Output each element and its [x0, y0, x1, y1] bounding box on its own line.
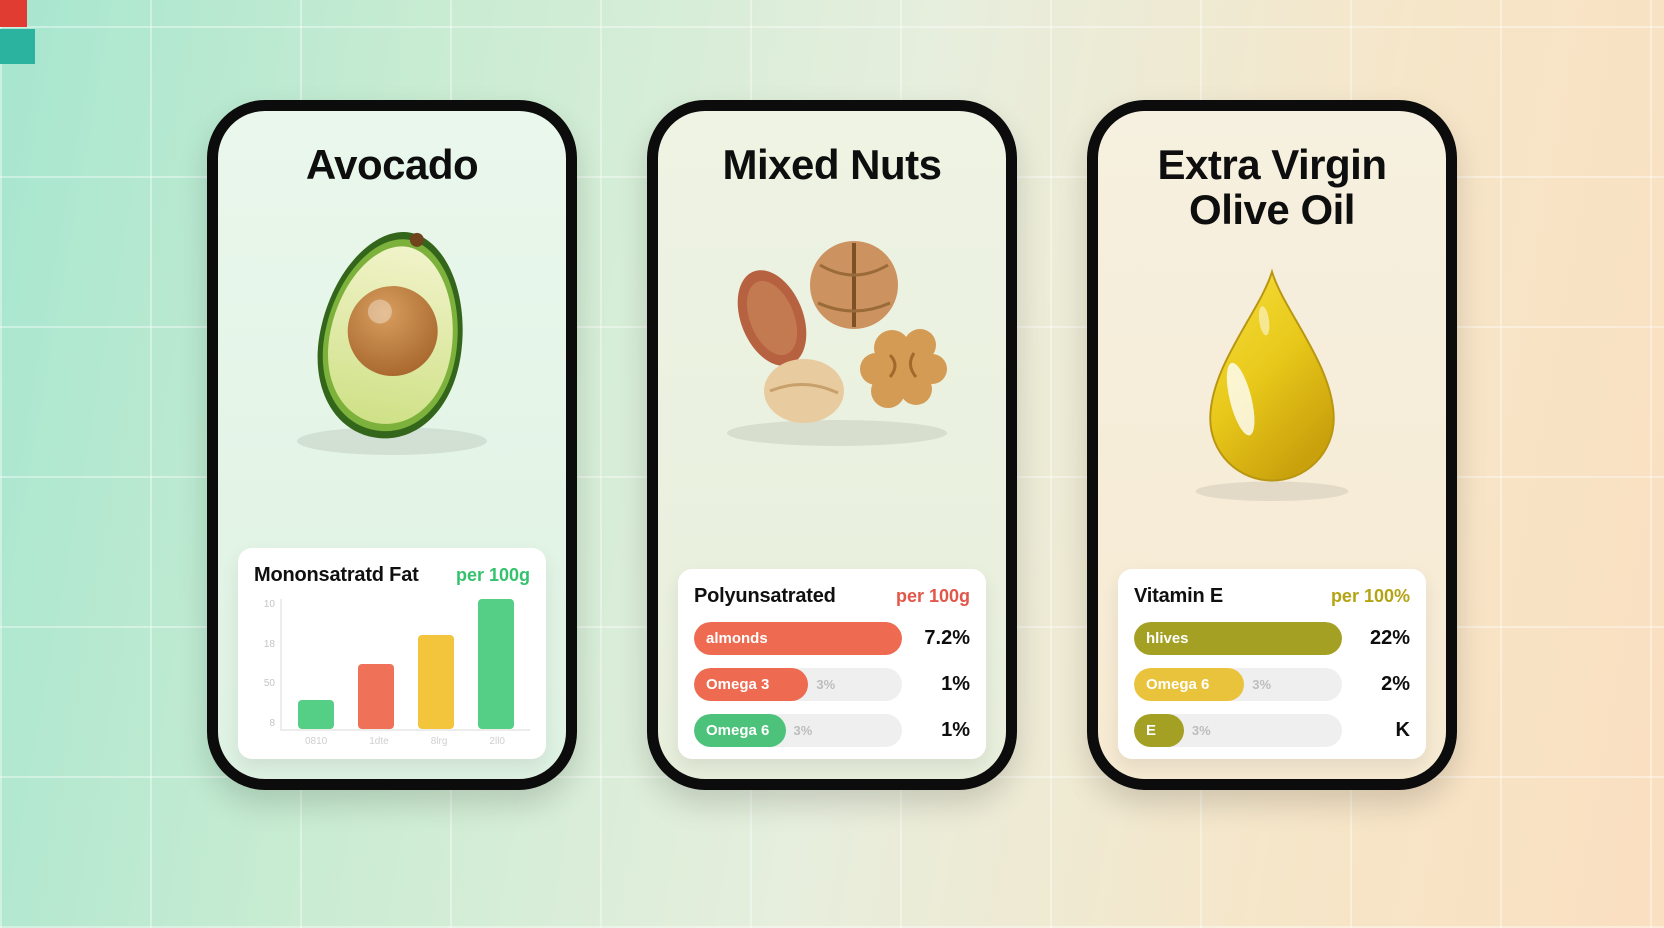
stat-row-olives: hlives 22%	[1134, 622, 1410, 655]
stat-track: Omega 6 3%	[1134, 668, 1342, 701]
avocado-image	[297, 231, 487, 455]
stat-track: hlives	[1134, 622, 1342, 655]
y-tick: 50	[263, 678, 275, 690]
chart-y-axis: 10 18 50 8	[254, 599, 280, 731]
stat-bar: Omega 6	[1134, 668, 1245, 701]
stat-value: K	[1395, 719, 1410, 741]
panel-label: Polyunsatrated	[694, 585, 836, 607]
decor-teal-square	[0, 29, 35, 64]
walnut-shell-shape	[810, 240, 898, 329]
x-tick: 8lrg	[430, 736, 448, 747]
almond-shape	[737, 269, 807, 366]
card-title-mixed-nuts: Mixed Nuts	[722, 141, 942, 188]
stat-track: Omega 3 3%	[694, 668, 902, 701]
stat-bar: Omega 6	[694, 714, 786, 747]
stat-bar-label: E	[1146, 722, 1157, 739]
stat-rows: almonds 7.2% Omega 3 3% 1%	[694, 622, 970, 747]
chart-bar	[478, 599, 514, 729]
cards-row: Avocado	[0, 100, 1664, 790]
bar-slot	[416, 599, 456, 729]
chart-x-axis: 0810 1dte 8lrg 2ll0	[280, 731, 530, 747]
chart-bar	[298, 700, 334, 729]
track-percent: 3%	[793, 723, 813, 738]
x-tick: 2ll0	[489, 736, 505, 747]
bar-slot	[356, 599, 396, 729]
chart-bar	[358, 664, 394, 729]
avocado-stats-panel: Mononsatratd Fat per 100g 10 18 50 8	[238, 548, 546, 759]
card-title-olive-oil: Extra Virgin Olive Oil	[1157, 141, 1387, 233]
stat-bar-label: Omega 6	[1146, 676, 1210, 693]
y-tick: 10	[263, 599, 275, 610]
stat-track: Omega 6 3%	[694, 714, 902, 747]
oil-drop-illustration	[1098, 232, 1446, 532]
stat-bar-label: Omega 6	[706, 722, 770, 739]
avocado-illustration	[218, 188, 566, 488]
bar-slot	[476, 599, 516, 729]
nuts-illustration	[658, 188, 1006, 488]
stat-value: 1%	[941, 719, 970, 741]
avocado-bar-chart: 10 18 50 8	[254, 599, 530, 731]
x-tick: 0810	[305, 736, 328, 747]
y-tick: 8	[269, 717, 275, 729]
stat-row-omega6: Omega 6 3% 2%	[1134, 668, 1410, 701]
panel-per-label: per 100%	[1330, 586, 1410, 606]
stat-value: 1%	[941, 673, 970, 695]
track-percent: 3%	[1252, 677, 1272, 692]
decor-red-square	[0, 0, 27, 27]
stat-bar-label: Omega 3	[706, 676, 770, 693]
stat-rows: hlives 22% Omega 6 3% 2%	[1134, 622, 1410, 747]
track-percent: 3%	[816, 677, 836, 692]
walnut-kernel-shape	[860, 328, 947, 408]
track-percent: 3%	[1191, 723, 1211, 738]
stat-bar-label: hlives	[1146, 630, 1189, 647]
card-avocado: Avocado	[207, 100, 577, 790]
panel-header: Polyunsatrated per 100g	[694, 585, 970, 608]
panel-per-label: per 100g	[455, 565, 530, 585]
stat-row-omega6: Omega 6 3% 1%	[694, 714, 970, 747]
panel-header: Vitamin E per 100%	[1134, 585, 1410, 608]
card-olive-oil: Extra Virgin Olive Oil Vitamin E	[1087, 100, 1457, 790]
card-title-avocado: Avocado	[305, 141, 479, 188]
panel-per-label: per 100g	[895, 586, 970, 606]
x-tick: 1dte	[369, 736, 389, 747]
stat-row-almonds: almonds 7.2%	[694, 622, 970, 655]
stat-bar: Omega 3	[694, 668, 809, 701]
stat-bar: almonds	[694, 622, 902, 655]
stat-value: 7.2%	[924, 627, 970, 649]
panel-header: Mononsatratd Fat per 100g	[254, 564, 530, 587]
card-mixed-nuts: Mixed Nuts	[647, 100, 1017, 790]
stat-track: E 3%	[1134, 714, 1342, 747]
panel-label: Mononsatratd Fat	[254, 564, 419, 586]
stat-bar-label: almonds	[706, 630, 768, 647]
nuts-stats-panel: Polyunsatrated per 100g almonds 7.2%	[678, 569, 986, 759]
nuts-image	[727, 240, 947, 446]
stat-bar: hlives	[1134, 622, 1342, 655]
chart-bar	[418, 635, 454, 729]
stat-row-omega3: Omega 3 3% 1%	[694, 668, 970, 701]
oil-drop-image	[1195, 267, 1349, 501]
bar-slot	[296, 599, 336, 729]
oil-stats-panel: Vitamin E per 100% hlives 22%	[1118, 569, 1426, 759]
y-tick: 18	[263, 638, 275, 650]
stat-track: almonds	[694, 622, 902, 655]
macadamia-shape	[764, 358, 844, 423]
chart-plot-area	[280, 599, 530, 731]
stat-row-vitamin-e: E 3% K	[1134, 714, 1410, 747]
stat-value: 2%	[1381, 673, 1410, 695]
stat-value: 22%	[1369, 627, 1410, 649]
panel-label: Vitamin E	[1134, 585, 1223, 607]
stat-bar: E	[1134, 714, 1184, 747]
